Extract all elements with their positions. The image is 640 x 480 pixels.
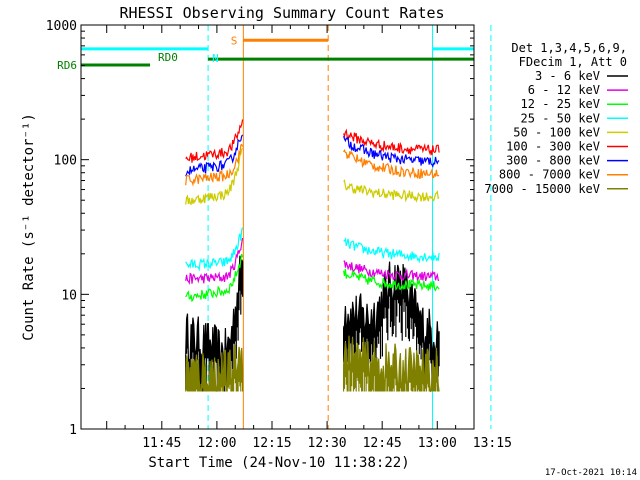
x-tick-label-1: 12:00	[197, 436, 236, 451]
series-8-segment-1	[185, 343, 244, 392]
flag-label-n: N	[212, 52, 219, 65]
x-tick-label-5: 13:00	[418, 436, 457, 451]
flag-label-rd0: RD0	[158, 51, 178, 64]
legend-label-0: 3 - 6 keV	[535, 69, 600, 83]
x-tick-label-0: 11:45	[142, 436, 181, 451]
legend-label-4: 50 - 100 keV	[513, 125, 600, 139]
series-4-segment-1	[185, 147, 244, 206]
legend-label-3: 25 - 50 keV	[521, 111, 600, 125]
legend-label-7: 800 - 7000 keV	[499, 168, 600, 182]
series-3-segment-1	[185, 227, 244, 272]
axes: 1 10 100 1000 11:45 12:00 12:15 12:30 12:45 13:00…	[46, 19, 512, 451]
y-tick-label-0: 1	[69, 423, 77, 438]
series-6-segment-1	[185, 134, 244, 177]
legend-label-8: 7000 - 15000 keV	[484, 182, 600, 196]
series-5-segment-2	[343, 128, 440, 156]
legend-label-6: 300 - 800 keV	[506, 154, 600, 168]
x-tick-label-6: 13:15	[473, 436, 512, 451]
x-tick-label-3: 12:30	[308, 436, 347, 451]
flag-label-rd6: RD6	[57, 59, 77, 72]
x-axis-label: Start Time (24-Nov-10 11:38:22)	[148, 455, 409, 471]
y-tick-label-1: 10	[61, 288, 77, 303]
legend-header-line1: Det 1,3,4,5,6,9,	[511, 41, 627, 55]
plot-area: NS RD0	[81, 25, 492, 429]
y-tick-label-2: 100	[54, 154, 77, 169]
plot-frame	[80, 24, 475, 430]
flag-label-s: S	[231, 34, 238, 47]
series-8-segment-2	[343, 335, 440, 393]
legend-label-2: 12 - 25 keV	[521, 97, 600, 111]
series-5-segment-1	[185, 119, 244, 163]
y-tick-label-3: 1000	[46, 19, 77, 34]
series-3-segment-2	[343, 236, 440, 264]
series-7-segment-1	[185, 143, 244, 187]
series-7-segment-2	[343, 148, 440, 179]
series-1-segment-1	[185, 237, 244, 285]
x-tick-label-2: 12:15	[252, 436, 291, 451]
chart-title: RHESSI Observing Summary Count Rates	[119, 4, 444, 22]
series-1-segment-2	[343, 260, 440, 282]
series-2-segment-2	[343, 268, 440, 292]
series-2-segment-1	[185, 253, 244, 303]
series-4-segment-2	[343, 179, 440, 203]
legend-label-1: 6 - 12 keV	[528, 83, 600, 97]
footer-timestamp: 17-Oct-2021 10:14	[545, 468, 637, 478]
legend: Det 1,3,4,5,6,9, FDecim 1, Att 0 3 - 6 k…	[484, 41, 628, 196]
x-tick-label-4: 12:45	[363, 436, 402, 451]
legend-header-line2: FDecim 1, Att 0	[519, 55, 627, 69]
y-axis-label: Count Rate (s⁻¹ detector⁻¹)	[21, 113, 37, 341]
series-6-segment-2	[343, 136, 440, 168]
legend-label-5: 100 - 300 keV	[506, 140, 600, 154]
